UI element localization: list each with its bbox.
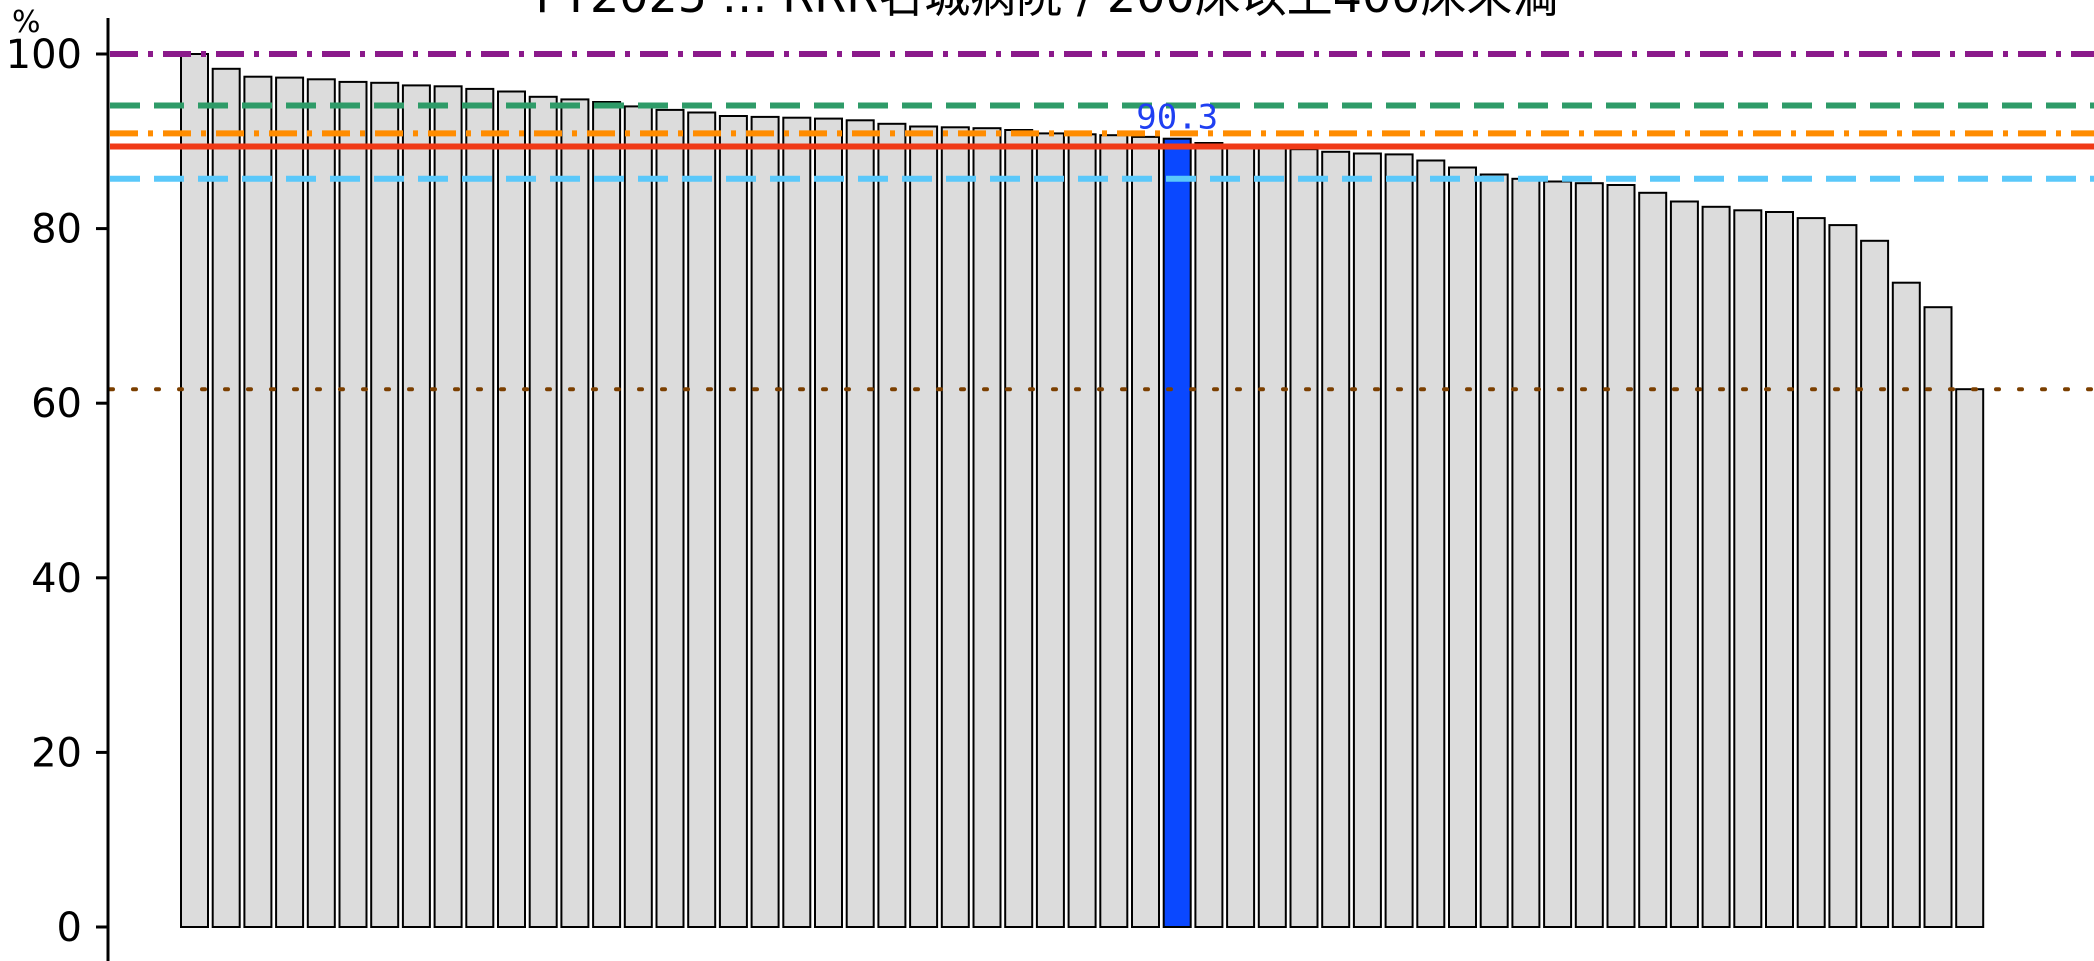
bar [1574,182,1604,928]
highlight-data-label: 90.3 [1136,98,1218,138]
bar [1194,142,1224,928]
bar [687,111,717,928]
bar [1035,132,1065,928]
bar [750,115,780,928]
bar [1352,152,1382,928]
bar [1796,217,1826,929]
bar [1067,133,1097,929]
bar [909,125,939,928]
bar [211,67,241,929]
bar [972,127,1002,928]
bar [1226,143,1256,929]
bar [1004,129,1034,928]
bar [1828,224,1858,929]
bar [433,85,463,929]
bar [1416,159,1446,928]
bar [814,117,843,929]
bar [338,80,368,928]
y-tick-label: 40 [31,556,82,602]
y-ticks-layer: 0 20 40 60 80 100 [6,32,108,951]
y-tick-label: 100 [6,32,82,78]
bar [1448,166,1477,928]
bar [560,98,590,928]
bar [1131,135,1160,928]
bar [1099,134,1129,928]
bar [1955,388,1985,928]
bar [1289,148,1319,928]
bar [877,122,907,929]
bar [1701,205,1731,929]
bar [940,126,970,929]
bar [718,115,748,928]
chart-title: FY2025 … RRR名城病院 / 200床以上400床未満 [535,0,1558,23]
bar [1923,306,1953,928]
bar [306,78,336,929]
bar [1384,153,1414,928]
bar [1321,150,1351,929]
bar [497,90,526,928]
bar [1891,281,1921,928]
bar [275,76,305,929]
bar [465,87,495,928]
reference-lines-layer [108,51,2094,392]
bar [370,81,400,929]
bar [1479,173,1509,928]
bar [180,53,209,928]
bar [1257,144,1287,928]
y-tick-label: 0 [57,905,82,951]
bar [1543,180,1573,928]
bar [1606,184,1636,928]
bar [1733,209,1763,929]
y-axis-unit: % [12,5,41,40]
bar [1765,211,1794,928]
bar [782,116,812,928]
bars-layer [180,53,1985,929]
bar [845,119,875,929]
bar-highlighted [1162,137,1192,928]
bar [528,95,558,929]
bar [1638,191,1668,929]
y-tick-label: 60 [31,381,82,427]
y-tick-label: 80 [31,207,82,253]
bar [243,75,273,928]
bar [655,108,685,928]
bar [592,101,622,928]
bar [623,105,653,928]
bar [1511,177,1541,929]
bar [1669,200,1699,928]
bar [1860,239,1890,929]
y-tick-label: 20 [31,730,82,776]
bar [401,84,431,928]
